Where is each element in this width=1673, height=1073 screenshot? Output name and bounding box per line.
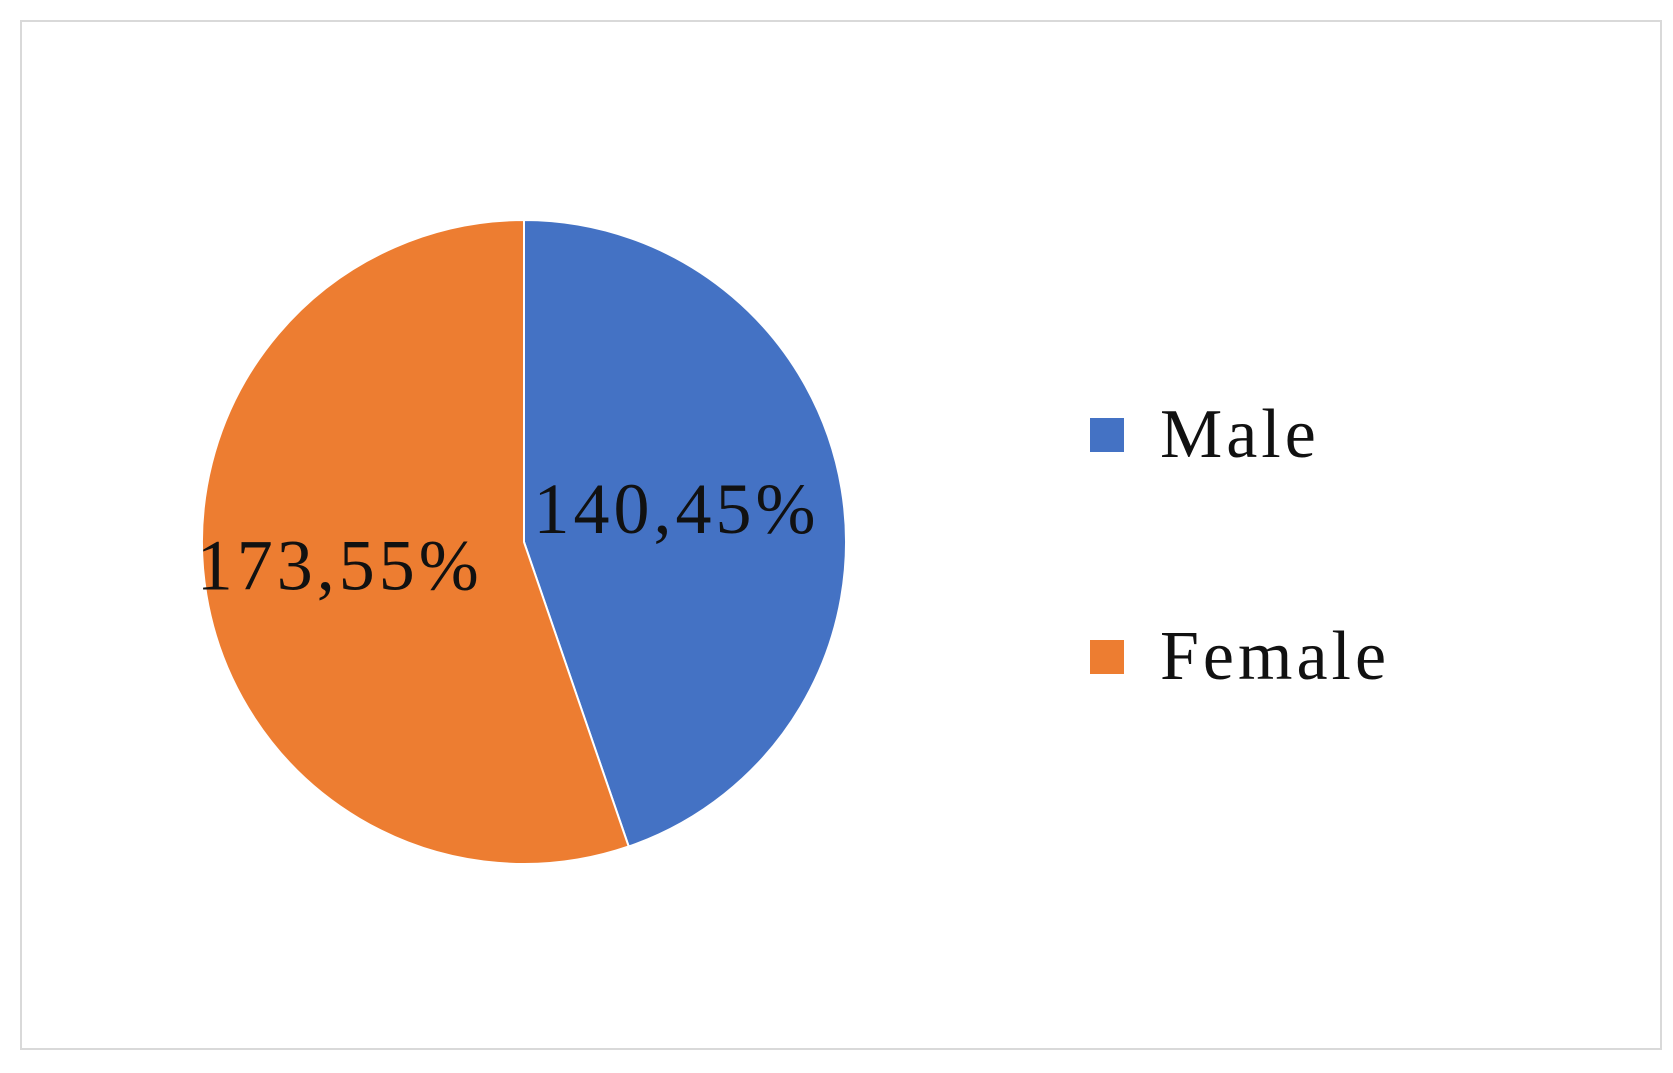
legend-item-male: Male bbox=[1090, 390, 1390, 480]
legend-label-female: Female bbox=[1160, 618, 1391, 695]
pie-slice-male bbox=[523, 218, 847, 848]
legend-swatch-female bbox=[1090, 640, 1124, 674]
legend-swatch-male bbox=[1090, 418, 1124, 452]
pie-slice-female bbox=[201, 218, 630, 865]
legend-label-male: Male bbox=[1160, 396, 1320, 473]
data-label-male: 140,45% bbox=[533, 469, 819, 549]
legend-item-female: Female bbox=[1090, 612, 1390, 702]
data-label-female: 173,55% bbox=[197, 525, 483, 605]
legend: Male Female bbox=[1090, 390, 1390, 834]
